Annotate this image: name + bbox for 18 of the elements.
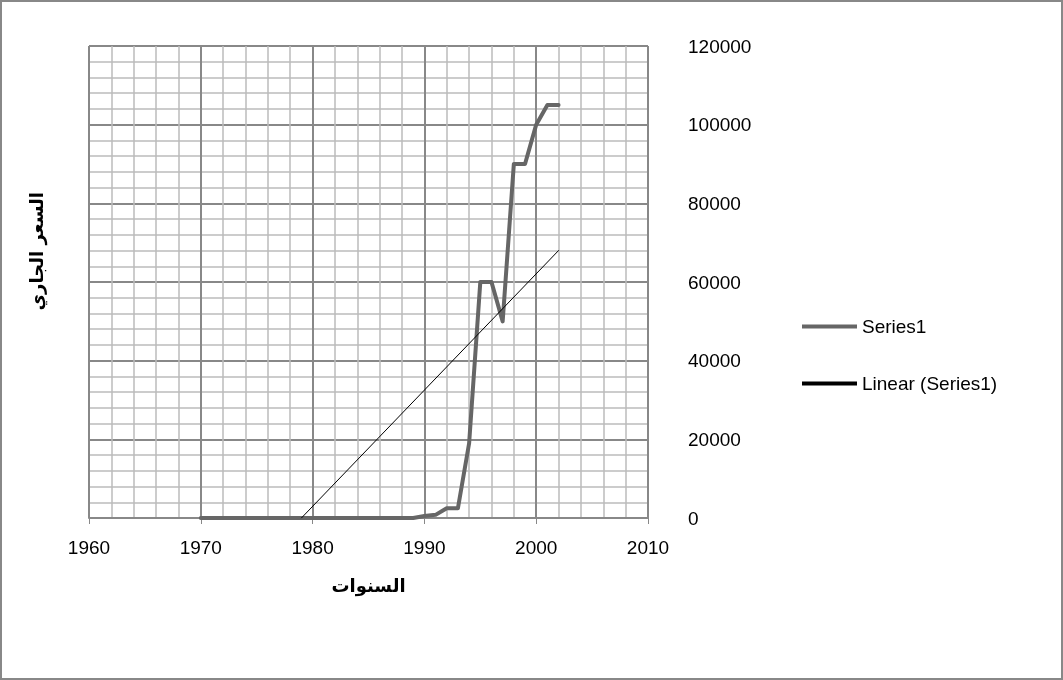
- x-tick-label: 2010: [626, 537, 670, 558]
- y-tick-label: 40000: [688, 350, 741, 372]
- y-tick-label: 20000: [688, 428, 741, 450]
- x-tick-label: 1990: [403, 537, 446, 558]
- x-tick-label: 2000: [515, 537, 558, 558]
- y-tick-label: 80000: [688, 192, 741, 214]
- y-tick-label: 60000: [688, 271, 741, 293]
- x-tick-label: 1980: [291, 537, 334, 558]
- y-tick-label: 0: [688, 507, 699, 529]
- y-tick-label: 100000: [688, 114, 752, 136]
- y-tick-label: 120000: [688, 35, 752, 57]
- y-axis-title: السعر الجاري: [25, 192, 48, 311]
- line-series: [198, 103, 561, 520]
- x-tick-label: 1960: [67, 537, 111, 558]
- legend-label: Series1: [862, 316, 927, 337]
- x-axis-title: السنوات: [331, 574, 406, 597]
- x-tick-label: 1970: [179, 537, 222, 558]
- legend-label: Linear (Series1): [862, 373, 998, 394]
